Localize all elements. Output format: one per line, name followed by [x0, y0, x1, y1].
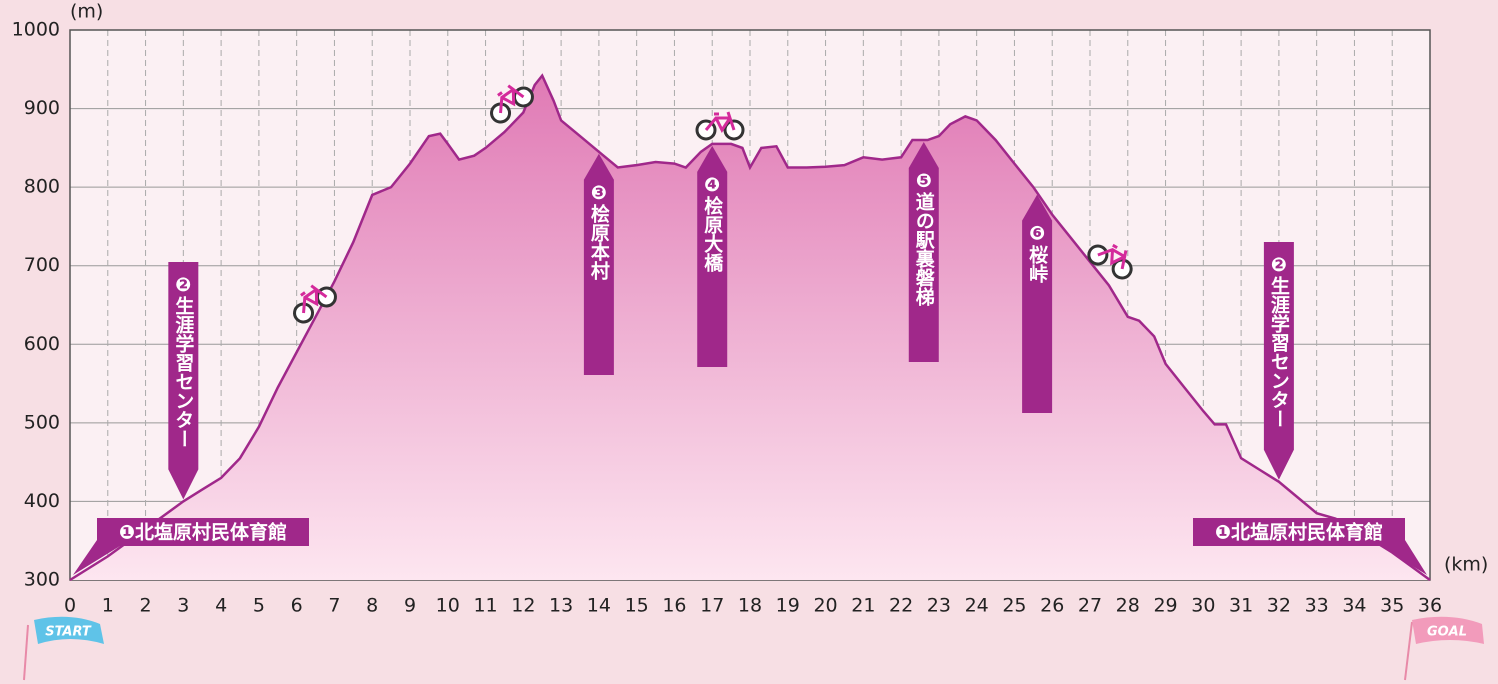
x-tick-label: 10	[436, 595, 460, 617]
x-tick-label: 36	[1418, 595, 1442, 617]
x-tick-label: 34	[1342, 595, 1366, 617]
bicycle	[490, 84, 534, 124]
y-unit: (m)	[70, 1, 103, 23]
bicycle	[293, 284, 337, 324]
label-arrow	[908, 142, 939, 362]
annotation-label: ❷生涯学習センター	[172, 274, 194, 448]
x-tick-label: 5	[253, 595, 265, 617]
x-tick-label: 1	[102, 595, 114, 617]
x-tick-label: 29	[1153, 595, 1177, 617]
x-tick-label: 3	[177, 595, 189, 617]
x-tick-label: 0	[64, 595, 76, 617]
x-tick-label: 25	[1002, 595, 1026, 617]
label-arrow	[583, 153, 614, 375]
annotation-label: ❶北塩原村民体育館	[1215, 521, 1383, 544]
label-arrow	[1022, 194, 1053, 413]
x-tick-label: 22	[889, 595, 913, 617]
annotation-label: ❹桧原大橋	[701, 174, 723, 273]
y-tick-label: 400	[24, 490, 60, 512]
area-fill	[70, 75, 1430, 580]
elevation-line	[69, 73, 1431, 582]
x-tick-label: 8	[366, 595, 378, 617]
bicycle	[1087, 243, 1133, 280]
goal-label: GOAL	[1427, 625, 1467, 640]
wheel	[1087, 244, 1109, 266]
x-tick-label: 30	[1191, 595, 1215, 617]
x-tick-label: 15	[625, 595, 649, 617]
x-tick-label: 27	[1078, 595, 1102, 617]
x-tick-label: 4	[215, 595, 227, 617]
x-tick-label: 13	[549, 595, 573, 617]
x-tick-label: 19	[776, 595, 800, 617]
x-tick-label: 18	[738, 595, 762, 617]
y-tick-label: 800	[24, 176, 60, 198]
y-tick-label: 1000	[12, 19, 60, 41]
annotation-label: ❺道の駅裏磐梯	[913, 170, 936, 307]
x-tick-label: 26	[1040, 595, 1064, 617]
x-tick-label: 31	[1229, 595, 1253, 617]
y-tick-label: 700	[24, 254, 60, 276]
x-tick-label: 12	[511, 595, 535, 617]
y-tick-label: 500	[24, 411, 60, 433]
frame	[704, 111, 736, 133]
x-tick-label: 9	[404, 595, 416, 617]
goal-flag: GOAL	[1404, 616, 1484, 681]
label-pointer	[1380, 540, 1427, 575]
label-box	[97, 518, 309, 546]
start-label: START	[45, 625, 92, 640]
annotation-label: ❻桜峠	[1026, 223, 1048, 283]
frame	[497, 84, 525, 114]
label-pointer	[73, 540, 120, 575]
label-box	[1193, 518, 1405, 546]
label-arrow	[168, 262, 199, 500]
x-tick-label: 28	[1116, 595, 1140, 617]
y-tick-label: 300	[24, 569, 60, 591]
x-tick-label: 17	[700, 595, 724, 617]
x-tick-label: 20	[813, 595, 837, 617]
label-arrow	[697, 145, 728, 367]
x-tick-label: 21	[851, 595, 875, 617]
x-unit: (km)	[1444, 554, 1488, 576]
bicycle	[695, 111, 745, 141]
x-tick-label: 32	[1267, 595, 1291, 617]
x-tick-label: 7	[328, 595, 340, 617]
x-tick-label: 2	[140, 595, 152, 617]
x-tick-label: 33	[1305, 595, 1329, 617]
annotation-label: ❷生涯学習センター	[1268, 254, 1290, 428]
frame	[300, 284, 328, 314]
start-flag: START	[23, 616, 104, 681]
x-tick-label: 16	[662, 595, 686, 617]
x-tick-label: 23	[927, 595, 951, 617]
annotation-label: ❸桧原本村	[588, 182, 610, 280]
y-tick-label: 600	[24, 333, 60, 355]
x-tick-label: 14	[587, 595, 611, 617]
annotation-label: ❶北塩原村民体育館	[119, 521, 287, 544]
frame	[1097, 243, 1128, 270]
x-tick-label: 24	[965, 595, 989, 617]
x-tick-label: 11	[473, 595, 497, 617]
x-tick-label: 35	[1380, 595, 1404, 617]
x-tick-label: 6	[291, 595, 303, 617]
y-tick-label: 900	[24, 97, 60, 119]
label-arrow	[1263, 242, 1294, 480]
